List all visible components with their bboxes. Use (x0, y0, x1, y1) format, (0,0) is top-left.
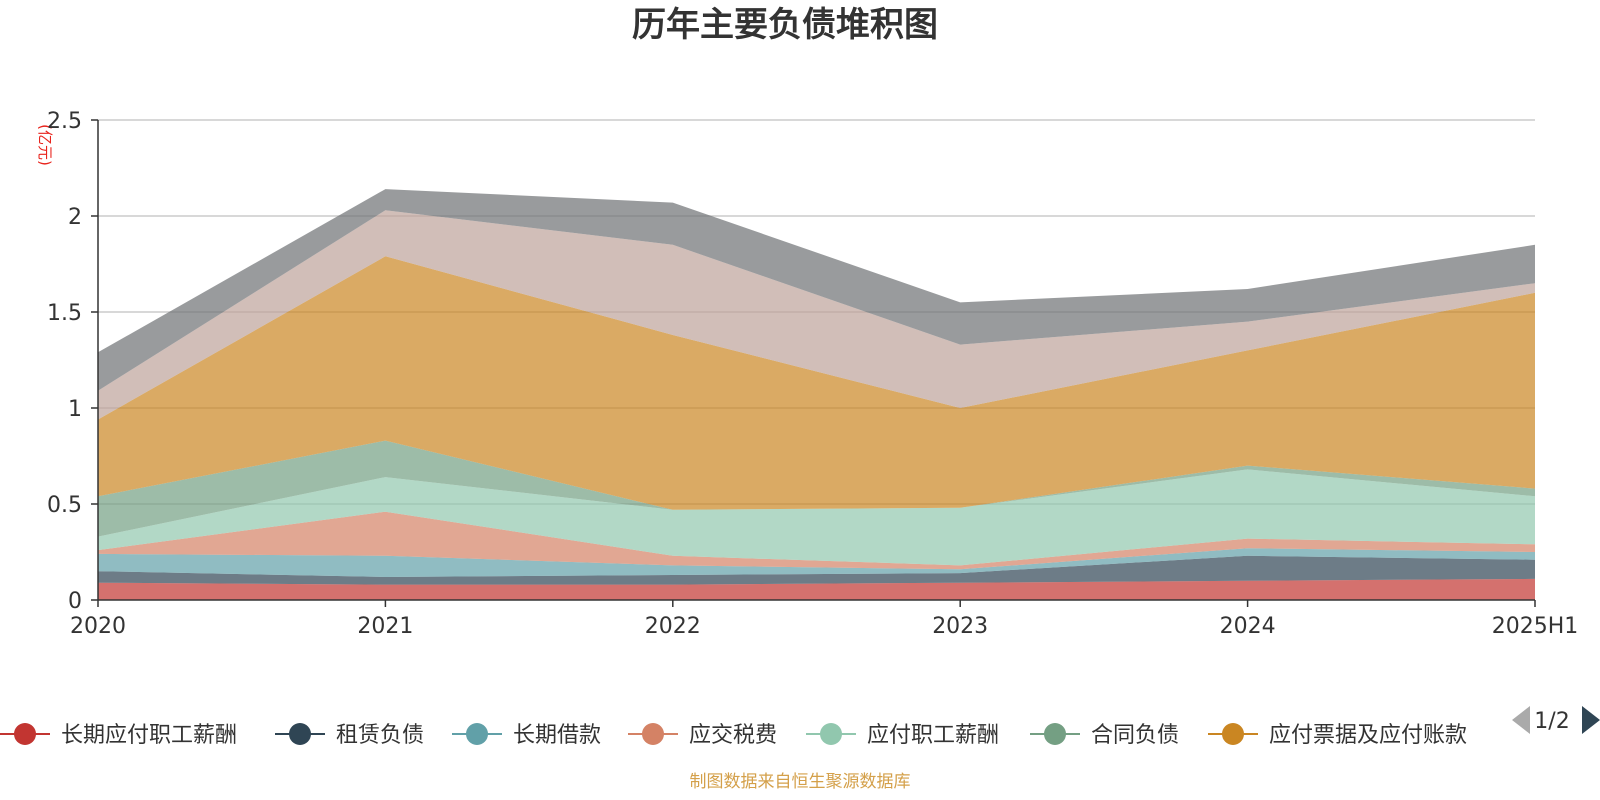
area-series-7[interactable] (98, 256, 1535, 510)
x-tick-label: 2021 (357, 614, 413, 639)
y-tick-label: 1 (68, 397, 82, 422)
legend-marker (642, 723, 664, 745)
legend-item[interactable]: 应交税费 (628, 723, 777, 748)
y-tick-label: 0 (68, 589, 82, 614)
legend-label: 应交税费 (689, 723, 777, 748)
x-tick-labels: 2020 2021 2022 2023 2024 2025H1 (70, 614, 1578, 639)
legend-prev-icon[interactable] (1512, 706, 1530, 734)
x-tick-label: 2020 (70, 614, 126, 639)
area-series-8[interactable] (98, 210, 1535, 420)
axes (91, 119, 1536, 607)
area-series-3[interactable] (98, 548, 1535, 577)
area-series (98, 189, 1535, 600)
y-tick-label: 2.5 (47, 109, 82, 134)
legend-item[interactable]: 租赁负债 (275, 723, 424, 748)
y-axis-unit: (亿元) (36, 124, 54, 166)
legend-item[interactable]: 长期借款 (452, 723, 601, 748)
legend-marker (1222, 723, 1244, 745)
legend-marker (289, 723, 311, 745)
legend-marker (14, 723, 36, 745)
legend-marker (1044, 723, 1066, 745)
legend-pager: 1/2 (1512, 706, 1600, 734)
legend-marker (466, 723, 488, 745)
area-series-1[interactable] (98, 578, 1535, 600)
area-series-9[interactable] (98, 189, 1535, 391)
y-tick-labels: 0 0.5 1 1.5 2 2.5 (47, 109, 82, 614)
legend-item[interactable]: 应付票据及应付账款 (1208, 723, 1467, 748)
legend-label: 合同负债 (1091, 723, 1179, 748)
data-source-note: 制图数据来自恒生聚源数据库 (690, 772, 911, 792)
area-series-6[interactable] (98, 440, 1535, 537)
legend-label: 长期应付职工薪酬 (61, 723, 237, 748)
x-tick-label: 2022 (645, 614, 701, 639)
legend: 长期应付职工薪酬 租赁负债 长期借款 应交税费 应付职工薪酬 合同负债 应付票据及应付账款 (0, 723, 1467, 748)
legend-page-indicator: 1/2 (1534, 709, 1569, 734)
legend-label: 长期借款 (513, 723, 601, 748)
legend-next-icon[interactable] (1582, 706, 1600, 734)
y-tick-label: 1.5 (47, 301, 82, 326)
legend-label: 应付票据及应付账款 (1269, 723, 1467, 748)
x-tick-label: 2023 (932, 614, 988, 639)
x-tick-label: 2025H1 (1492, 614, 1579, 639)
y-tick-label: 2 (68, 205, 82, 230)
y-tick-label: 0.5 (47, 493, 82, 518)
legend-label: 应付职工薪酬 (867, 723, 999, 748)
legend-item[interactable]: 合同负债 (1030, 723, 1179, 748)
legend-marker (820, 723, 842, 745)
x-tick-label: 2024 (1220, 614, 1276, 639)
legend-item[interactable]: 应付职工薪酬 (806, 723, 999, 748)
legend-label: 租赁负债 (336, 723, 424, 748)
area-series-4[interactable] (98, 511, 1535, 570)
legend-item[interactable]: 长期应付职工薪酬 (0, 723, 237, 748)
chart-title: 历年主要负债堆积图 (632, 5, 938, 45)
area-series-5[interactable] (98, 469, 1535, 566)
area-series-2[interactable] (98, 555, 1535, 585)
